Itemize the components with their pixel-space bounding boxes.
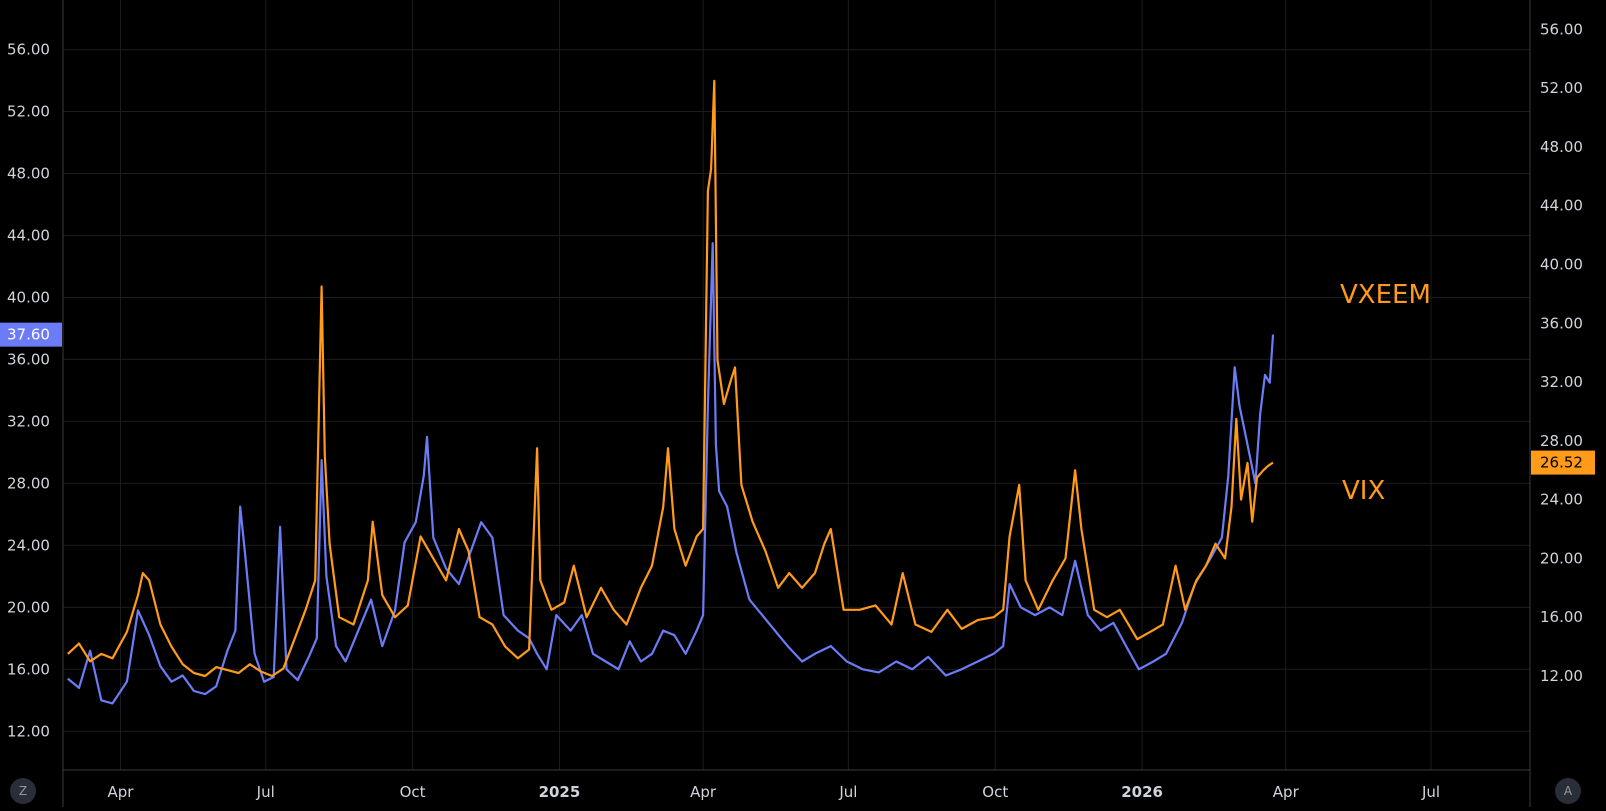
left-tick-label: 36.00: [7, 350, 50, 368]
right-tick-label: 28.00: [1540, 432, 1583, 450]
right-tick-label: 12.00: [1540, 667, 1583, 685]
x-tick-label: Oct: [982, 783, 1008, 801]
right-tick-label: 36.00: [1540, 314, 1583, 332]
right-tick-label: 40.00: [1540, 256, 1583, 274]
left-tick-label: 52.00: [7, 103, 50, 121]
right-tick-label: 20.00: [1540, 549, 1583, 567]
left-tick-label: 28.00: [7, 474, 50, 492]
left-tick-label: 48.00: [7, 165, 50, 183]
left-tick-label: 12.00: [7, 722, 50, 740]
right-tick-label: 24.00: [1540, 491, 1583, 509]
right-tick-label: 56.00: [1540, 20, 1583, 38]
left-tick-label: 32.00: [7, 412, 50, 430]
series-line-vix: [67, 79, 1274, 678]
left-tick-label: 16.00: [7, 660, 50, 678]
right-last-value-badge: [1531, 450, 1595, 475]
right-tick-label: 16.00: [1540, 608, 1583, 626]
x-tick-label: Apr: [690, 783, 717, 801]
x-tick-label: Jul: [256, 783, 275, 801]
x-tick-label: Jul: [1421, 783, 1440, 801]
right-tick-label: 44.00: [1540, 197, 1583, 215]
left-last-value-badge: [0, 322, 62, 347]
auto-scale-button[interactable]: A: [1555, 778, 1581, 804]
left-tick-label: 44.00: [7, 226, 50, 244]
log-scale-button[interactable]: Z: [10, 778, 36, 804]
left-tick-label: 20.00: [7, 598, 50, 616]
x-tick-label: 2026: [1121, 783, 1163, 801]
annotation-vix: VIX: [1342, 476, 1386, 506]
right-tick-label: 52.00: [1540, 79, 1583, 97]
left-tick-label: 40.00: [7, 288, 50, 306]
right-last-value-label: 26.52: [1540, 454, 1583, 472]
series-layer: [67, 79, 1275, 705]
left-tick-label: 56.00: [7, 41, 50, 59]
x-tick-label: Jul: [838, 783, 857, 801]
right-tick-label: 48.00: [1540, 138, 1583, 156]
x-tick-label: Oct: [400, 783, 426, 801]
grid-layer: [63, 0, 1530, 770]
annotation-vxeem: VXEEM: [1340, 280, 1431, 310]
left-last-value-label: 37.60: [7, 326, 50, 344]
x-tick-label: Apr: [1273, 783, 1300, 801]
right-tick-label: 32.00: [1540, 373, 1583, 391]
x-tick-label: 2025: [539, 783, 581, 801]
left-tick-label: 24.00: [7, 536, 50, 554]
x-tick-label: Apr: [107, 783, 134, 801]
